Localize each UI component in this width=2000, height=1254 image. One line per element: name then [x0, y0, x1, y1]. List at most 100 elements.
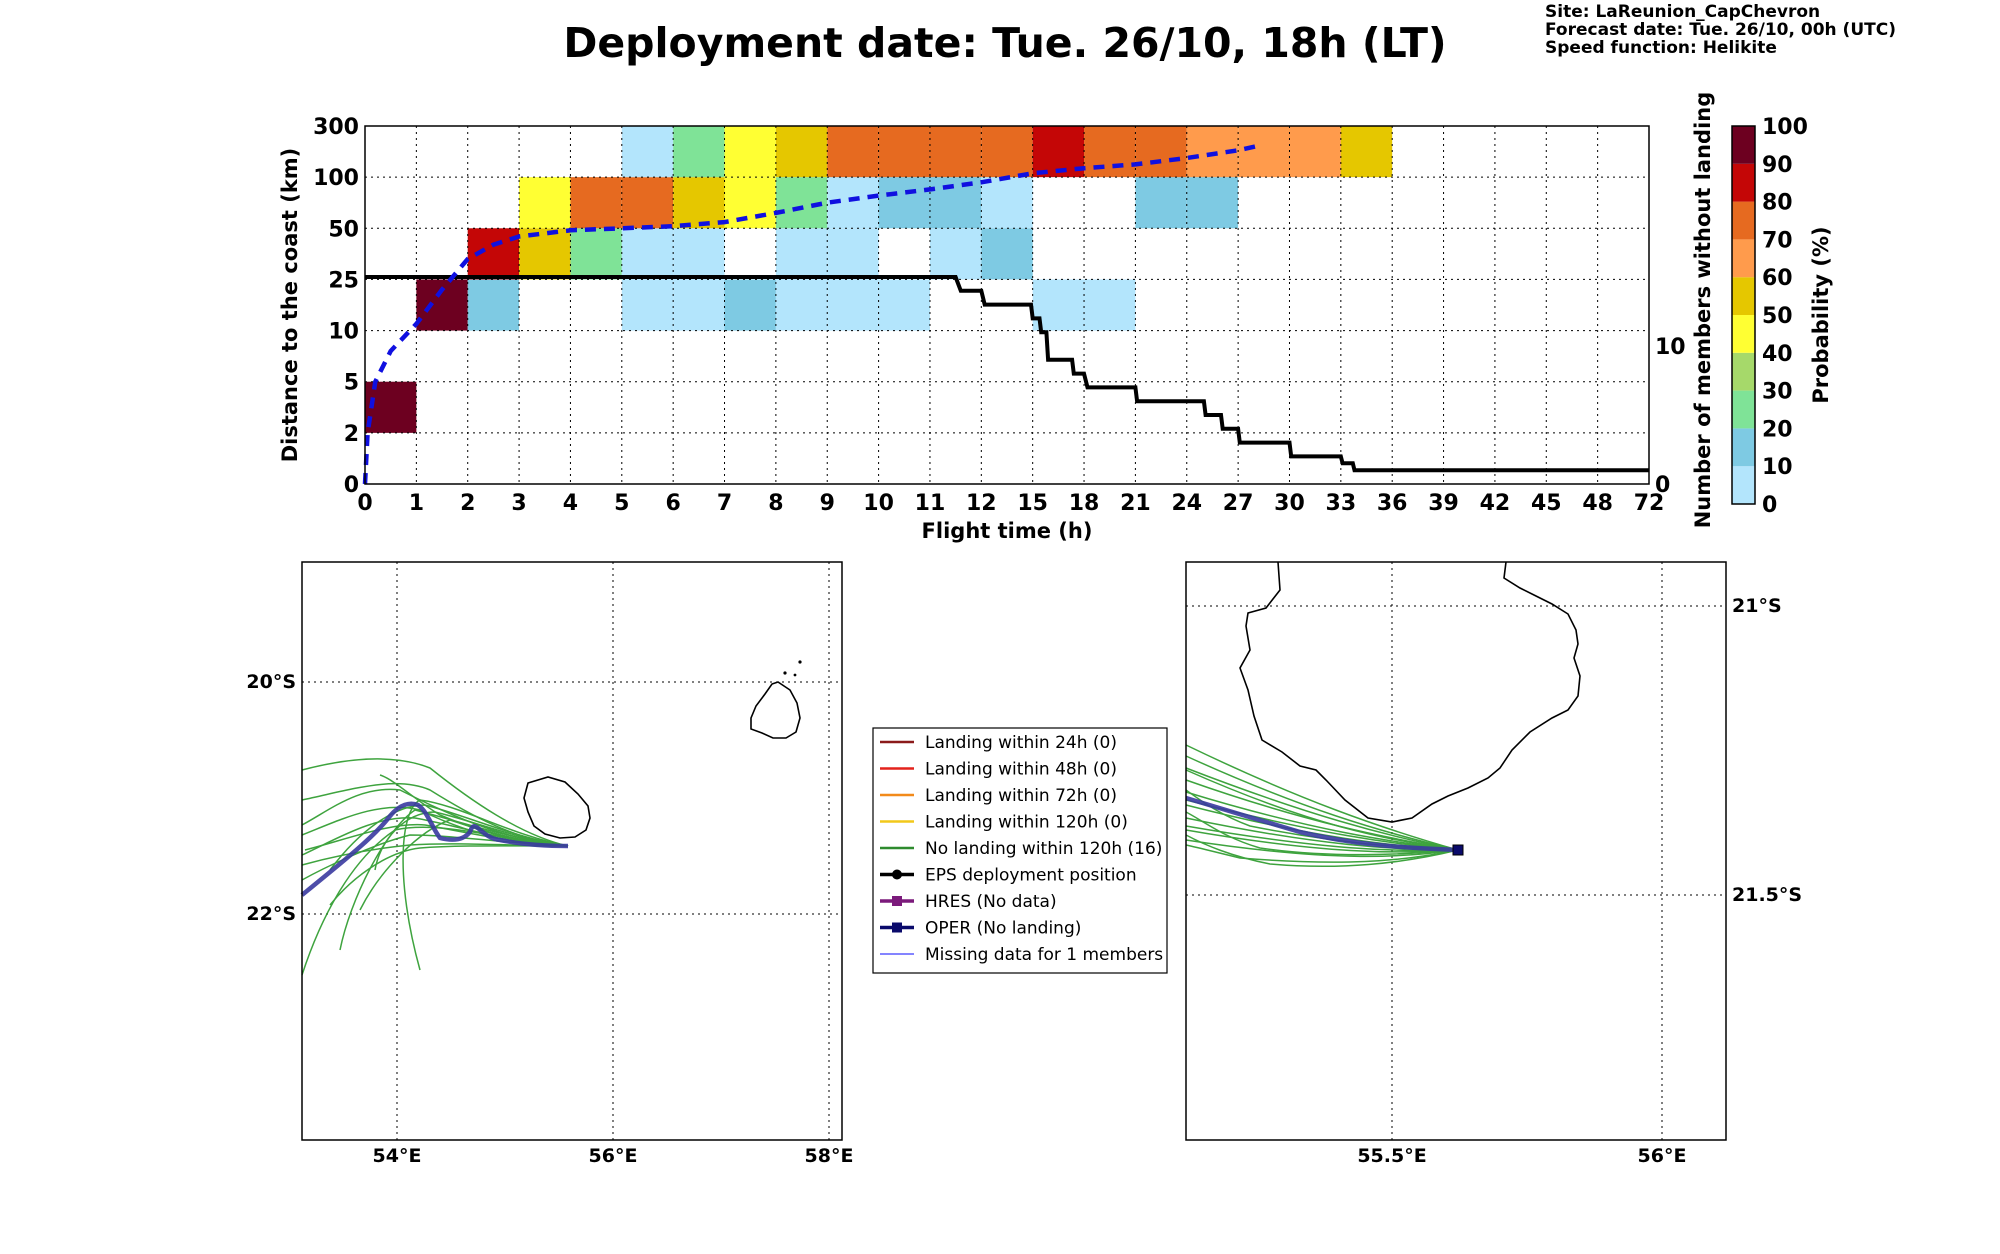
legend-marker — [892, 922, 902, 933]
heatmap-frame — [364, 125, 1650, 485]
y-tick-label: 25 — [328, 268, 359, 293]
colorbar-tick-label: 80 — [1762, 191, 1793, 216]
colorbar: 0 10 20 30 40 50 60 70 80 90 100 Probability (%) — [1731, 115, 1833, 518]
x-tick-label: 18 — [1069, 491, 1100, 516]
y-axis-label: Distance to the coast (km) — [278, 148, 302, 463]
heatmap-cell — [673, 126, 725, 178]
trajectory-zoom — [1185, 744, 1459, 851]
heatmap-cell — [1135, 177, 1187, 229]
zoom-map: 55.5°E 56°E 21°S 21.5°S — [1185, 561, 1802, 1167]
legend-label: OPER (No landing) — [925, 919, 1081, 939]
heatmap-cell — [673, 279, 725, 331]
legend-label: No landing within 120h (16) — [925, 839, 1162, 859]
lon-tick-56E-zoom: 56°E — [1638, 1145, 1687, 1167]
lat-tick-21-5S: 21.5°S — [1732, 884, 1802, 906]
legend-label: Landing within 120h (0) — [925, 813, 1128, 833]
lon-tick-56E: 56°E — [589, 1145, 638, 1167]
zoom-map-grid — [1186, 562, 1726, 1140]
heatmap-cell — [929, 228, 982, 280]
colorbar-tick-label: 40 — [1762, 342, 1793, 367]
colorbar-block — [1732, 352, 1755, 391]
rodrigues-islet — [783, 671, 787, 675]
trajectory-zoom — [1185, 769, 1459, 851]
colorbar-block — [1732, 163, 1755, 202]
x-tick-label: 11 — [915, 491, 946, 516]
colorbar-block — [1732, 239, 1755, 278]
ensemble-trajectories — [301, 758, 569, 976]
colorbar-tick-label: 10 — [1762, 455, 1793, 480]
trajectory-zoom — [1185, 755, 1459, 851]
x-tick-label: 30 — [1274, 491, 1305, 516]
heatmap-cell — [775, 279, 828, 331]
lon-tick-54E: 54°E — [373, 1145, 422, 1167]
lat-tick-21S: 21°S — [1732, 595, 1782, 617]
heatmap-cell — [621, 228, 674, 280]
legend-marker — [892, 896, 902, 906]
heatmap-cell — [929, 177, 982, 229]
heatmap-cell — [981, 177, 1033, 229]
colorbar-block — [1732, 201, 1755, 240]
oper-trajectory — [300, 801, 569, 897]
trajectory-zoom — [1185, 834, 1459, 868]
heatmap-cell — [570, 228, 622, 280]
heatmap-cell — [827, 126, 879, 178]
median-distance-line — [362, 144, 1256, 485]
x-tick-label: 5 — [614, 491, 629, 516]
islet-east — [793, 673, 797, 677]
heatmap-cell — [981, 126, 1033, 178]
speed-label: Speed function: Helikite — [1545, 38, 1777, 58]
heatmap-cell — [981, 228, 1033, 280]
y-tick-label: 100 — [313, 166, 359, 191]
heatmap-cell — [1238, 126, 1290, 178]
heatmap-cell — [673, 177, 725, 229]
heatmap-cell — [827, 228, 879, 280]
x-tick-label: 4 — [563, 491, 578, 516]
zoom-map-frame — [1185, 561, 1727, 1141]
legend: Landing within 24h (0) Landing within 48h… — [872, 727, 1168, 974]
x-tick-labels: 0 1 2 3 4 5 6 7 8 9 10 11 12 15 18 21 24 27 30 33 36 39 42 45 48… — [357, 491, 1664, 516]
heatmap-cell — [1135, 126, 1187, 178]
heatmap-cell — [827, 279, 879, 331]
legend-label: HRES (No data) — [925, 892, 1057, 912]
heatmap-cell — [775, 126, 828, 178]
y-tick-label: 5 — [344, 371, 359, 396]
heatmap-cell — [1186, 177, 1239, 229]
trajectory — [339, 809, 569, 951]
x-tick-label: 24 — [1171, 491, 1202, 516]
colorbar-block — [1732, 466, 1755, 504]
x-tick-label: 1 — [409, 491, 424, 516]
y2-axis-label: Number of members without landing — [1691, 92, 1715, 529]
trajectory-zoom — [1185, 844, 1459, 863]
heatmap-cell — [775, 228, 828, 280]
colorbar-tick-label: 20 — [1762, 417, 1793, 442]
reunion-island-outline — [523, 776, 591, 839]
lon-tick-55-5E: 55.5°E — [1357, 1145, 1426, 1167]
colorbar-block — [1732, 390, 1755, 429]
trajectory-zoom — [1185, 767, 1459, 851]
lon-tick-58E: 58°E — [805, 1145, 854, 1167]
colorbar-tick-labels: 0 10 20 30 40 50 60 70 80 90 100 — [1762, 115, 1808, 518]
heatmap-cell — [724, 177, 776, 229]
x-tick-label: 42 — [1480, 491, 1511, 516]
x-tick-label: 36 — [1377, 491, 1408, 516]
heatmap-cell — [929, 126, 982, 178]
x-tick-label: 6 — [666, 491, 681, 516]
x-tick-label: 15 — [1017, 491, 1048, 516]
heatmap-cell — [621, 126, 674, 178]
colorbar-tick-label: 70 — [1762, 228, 1793, 253]
colorbar-tick-label: 100 — [1762, 115, 1808, 140]
x-tick-label: 33 — [1326, 491, 1357, 516]
colorbar-block — [1732, 126, 1755, 164]
x-tick-label: 48 — [1582, 491, 1613, 516]
heatmap-cell — [570, 177, 622, 229]
colorbar-tick-label: 90 — [1762, 153, 1793, 178]
legend-label: Missing data for 1 members — [925, 945, 1163, 965]
trajectory — [329, 845, 569, 906]
heatmap-cell — [1084, 126, 1136, 178]
y-tick-label: 0 — [344, 473, 359, 498]
colorbar-block — [1732, 315, 1755, 353]
x-axis-label: Flight time (h) — [922, 519, 1093, 543]
x-tick-label: 2 — [460, 491, 475, 516]
